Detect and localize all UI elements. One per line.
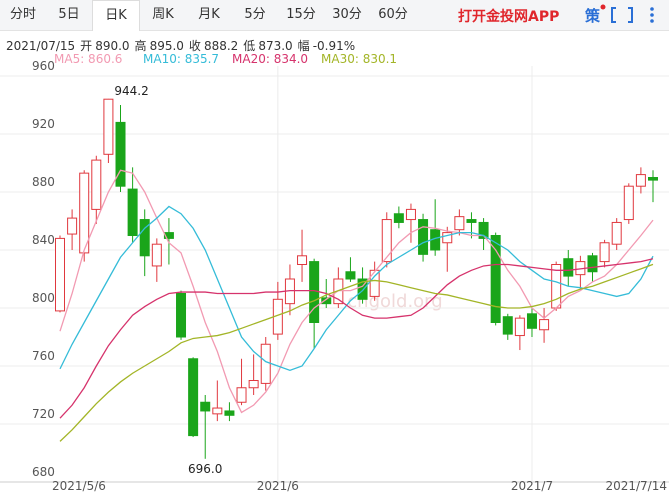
app-link[interactable]: 打开金投网APP [458, 9, 560, 25]
legend-entry: MA30: 830.1 [321, 52, 398, 66]
x-tick-label: 2021/7/14 [605, 479, 667, 493]
candle-body [454, 216, 465, 231]
tab[interactable]: 分时 [9, 7, 36, 22]
candle-body [309, 261, 320, 324]
y-tick-label: 760 [32, 349, 55, 363]
x-tick-label: 2021/7 [511, 479, 553, 493]
tab[interactable]: 15分 [286, 7, 316, 22]
candle-body [115, 121, 126, 187]
candle-body [551, 264, 562, 309]
candle-body [502, 316, 513, 335]
candle-body [260, 343, 271, 384]
quote-label: 收 [188, 39, 201, 53]
candle-body [188, 358, 199, 437]
quote-label: 开 [80, 39, 93, 53]
candle-body [345, 271, 356, 280]
candle-body [236, 387, 247, 403]
candle-body [67, 217, 78, 235]
candle-body [623, 185, 634, 221]
candle-body [635, 174, 646, 187]
candle-body [587, 255, 598, 273]
candle-body [55, 237, 65, 312]
candle-body [151, 243, 162, 267]
quote: 2021/07/15 开 890.0 高 895.0 收 888.2 低 873.0 幅 -0.91… [6, 37, 360, 54]
candle-body [539, 319, 550, 331]
tab[interactable]: 30分 [332, 7, 362, 22]
quote-label: 幅 [297, 39, 310, 53]
candle-body [139, 219, 150, 257]
ma-line [59, 205, 654, 372]
candle-body [381, 219, 392, 263]
y-tick-label: 960 [32, 59, 55, 73]
quote-value: 888.2 [203, 39, 239, 53]
y-tick-label: 680 [32, 465, 55, 479]
candle-body [200, 401, 211, 412]
candle-body [127, 188, 138, 237]
tab[interactable]: 日K [92, 0, 140, 31]
candle-body [442, 232, 453, 244]
quote-value: 895.0 [149, 39, 184, 53]
candle-body [212, 407, 223, 415]
candle-body [176, 293, 187, 338]
candle-body [418, 219, 429, 255]
candle-body [393, 213, 404, 223]
y-tick-label: 920 [32, 117, 55, 131]
candle-body [490, 235, 501, 323]
tab-bar: 分时 5日 日K 周K 月K 5分 15分 30分 60分 [0, 0, 669, 31]
y-tick-label: 720 [32, 407, 55, 421]
strategy-icon[interactable]: 策 [585, 7, 601, 25]
quote-label: 高 [134, 39, 147, 53]
ma-line [59, 258, 654, 419]
candle-body [599, 242, 610, 263]
legend-entry: MA10: 835.7 [143, 52, 220, 66]
annotation: 696.0 [188, 462, 222, 476]
candle-body [91, 159, 102, 210]
legend: MA5: 860.6 MA10: 835.7 MA20: 834.0 MA30: 83… [54, 52, 410, 66]
quote-value: -0.91% [312, 39, 356, 53]
candle-body [369, 269, 380, 297]
quote-date: 2021/07/15 [6, 39, 76, 53]
tab[interactable]: 月K [198, 7, 220, 22]
x-tick-label: 2021/5/6 [52, 479, 106, 493]
candle-body [526, 313, 537, 329]
candle-body [321, 297, 332, 305]
quote-value: 873.0 [258, 39, 293, 53]
candle-body [478, 221, 489, 239]
candle-body [297, 255, 308, 266]
quote-label: 低 [243, 39, 256, 53]
legend-entry: MA5: 860.6 [54, 52, 123, 66]
ma-line [59, 169, 654, 414]
candle-body [224, 410, 235, 416]
candle-body [79, 172, 90, 254]
tab[interactable]: 周K [152, 7, 174, 22]
tab[interactable]: 5分 [244, 7, 266, 22]
candle-body [103, 98, 114, 155]
legend-entry: MA20: 834.0 [232, 52, 309, 66]
y-tick-label: 880 [32, 175, 55, 189]
candle-body [357, 278, 368, 300]
annotation: 944.2 [114, 84, 148, 98]
candle-body [611, 221, 622, 245]
candle-body [405, 208, 416, 221]
tab[interactable]: 60分 [378, 7, 408, 22]
x-tick-label: 2021/6 [257, 479, 299, 493]
ma-line [59, 263, 654, 442]
y-tick-label: 800 [32, 291, 55, 305]
candle-body [514, 317, 525, 337]
y-tick-label: 840 [32, 233, 55, 247]
quote-value: 890.0 [95, 39, 130, 53]
candle-body [163, 232, 174, 239]
candle-body [563, 258, 574, 277]
candle-body [648, 177, 658, 181]
candle-body [248, 380, 259, 389]
tab[interactable]: 5日 [58, 7, 80, 22]
candle-body [466, 219, 477, 223]
